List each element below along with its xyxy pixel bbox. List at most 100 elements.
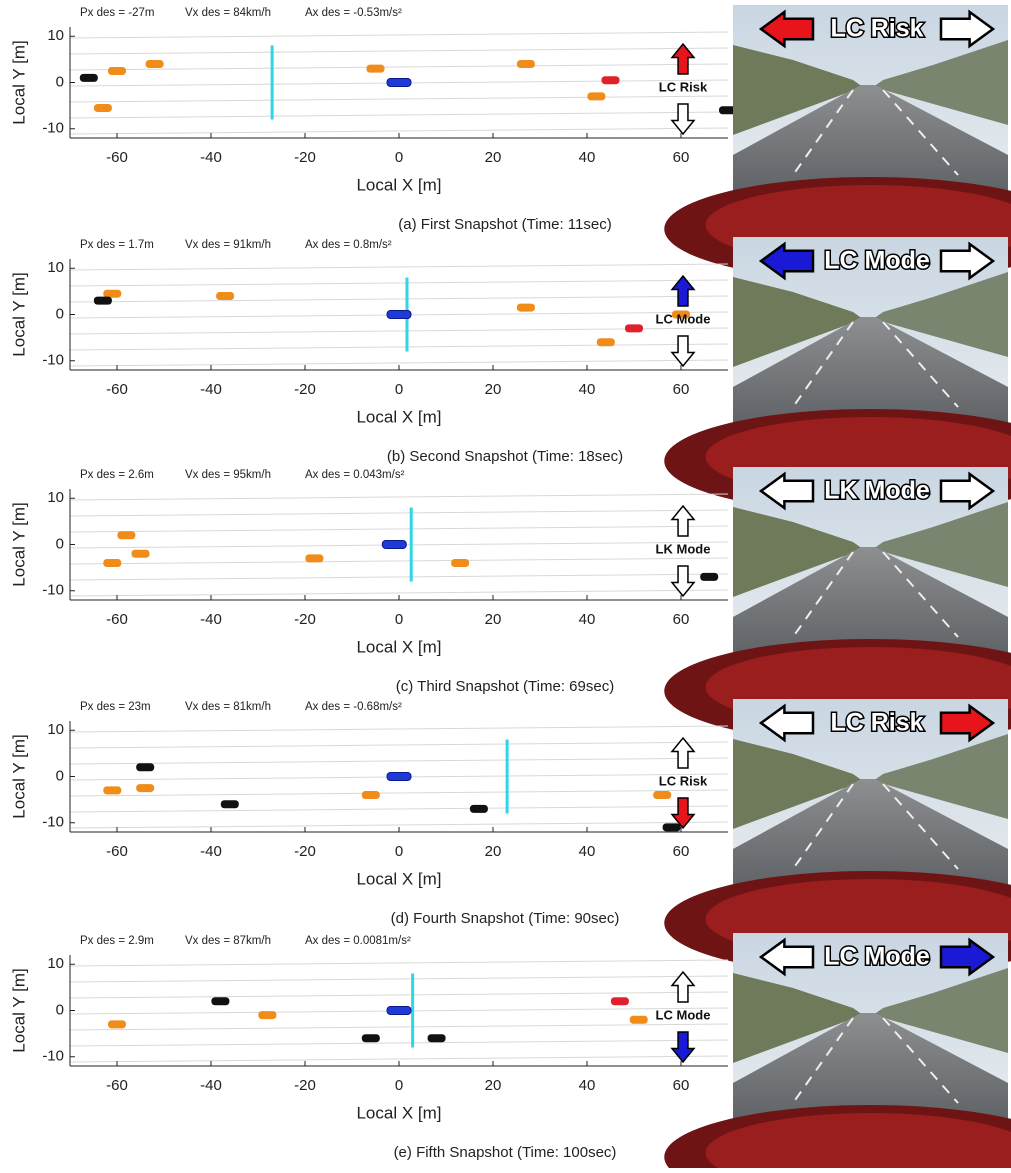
y-tick-label: 0 [56, 305, 64, 322]
x-tick-label: -40 [200, 381, 222, 398]
vehicle [362, 791, 380, 799]
camera-view: LC Mode [664, 933, 1011, 1168]
lane-line [70, 64, 728, 70]
lane-line [70, 48, 728, 54]
lane-line [70, 1040, 728, 1046]
x-tick-label: 0 [395, 149, 403, 166]
caption: (d) Fourth Snapshot (Time: 90sec) [391, 910, 620, 927]
y-axis-label: Local Y [m] [9, 272, 28, 356]
x-tick-label: 20 [485, 611, 502, 628]
caption: (a) First Snapshot (Time: 11sec) [398, 216, 611, 233]
x-tick-label: 0 [395, 381, 403, 398]
x-tick-label: -60 [106, 149, 128, 166]
x-tick-label: -20 [294, 843, 316, 860]
mode-label: LC Mode [656, 1007, 711, 1022]
vehicle [136, 784, 154, 792]
lane-line [70, 806, 728, 812]
lane-line [70, 992, 728, 998]
y-tick-label: -10 [42, 582, 64, 599]
vehicle [517, 60, 535, 68]
y-tick-label: -10 [42, 814, 64, 831]
annotation: Ax des = -0.68m/s² [305, 701, 402, 713]
annotation: Ax des = 0.8m/s² [305, 239, 392, 251]
lane-line [70, 494, 728, 500]
lane-line [70, 960, 728, 966]
vehicle [108, 67, 126, 75]
right-arrow [672, 104, 694, 134]
annotation: Px des = 1.7m [80, 239, 154, 251]
mode-label: LC Risk [659, 79, 708, 94]
annotation: Px des = 2.9m [80, 935, 154, 947]
vehicle [117, 531, 135, 539]
right-arrow [672, 566, 694, 596]
lane-line [70, 1024, 728, 1030]
x-tick-label: 0 [395, 611, 403, 628]
lane-line [70, 264, 728, 270]
lane-line [70, 280, 728, 286]
vehicle [216, 292, 234, 300]
y-tick-label: -10 [42, 1048, 64, 1065]
annotation: Vx des = 91km/h [185, 239, 271, 251]
vehicle [103, 786, 121, 794]
caption: (c) Third Snapshot (Time: 69sec) [396, 678, 614, 695]
y-tick-label: 10 [47, 489, 64, 506]
lane-line [70, 32, 728, 38]
mode-label: LC Mode [656, 311, 711, 326]
y-tick-label: 10 [47, 27, 64, 44]
y-tick-label: 0 [56, 73, 64, 90]
y-tick-label: 10 [47, 721, 64, 738]
x-tick-label: -60 [106, 843, 128, 860]
vehicle [103, 290, 121, 298]
vehicle [470, 805, 488, 813]
x-tick-label: 20 [485, 149, 502, 166]
vehicle [146, 60, 164, 68]
vehicle [108, 1020, 126, 1028]
camera-label: LC Risk [830, 709, 923, 737]
vehicle [94, 104, 112, 112]
lane-line [70, 344, 728, 350]
vehicle [517, 304, 535, 312]
x-tick-label: 60 [673, 1077, 690, 1094]
vehicle [387, 1007, 411, 1015]
camera-label: LK Mode [824, 477, 930, 505]
camera-label: LC Mode [824, 247, 930, 275]
annotation: Vx des = 95km/h [185, 469, 271, 481]
vehicle [103, 559, 121, 567]
annotation: Px des = 23m [80, 701, 151, 713]
right-arrow [672, 1032, 694, 1062]
vehicle [94, 297, 112, 305]
x-tick-label: 60 [673, 381, 690, 398]
x-tick-label: -40 [200, 149, 222, 166]
annotation: Ax des = -0.53m/s² [305, 7, 402, 19]
vehicle [258, 1011, 276, 1019]
lane-line [70, 790, 728, 796]
x-tick-label: 60 [673, 149, 690, 166]
vehicle [80, 74, 98, 82]
vehicle [451, 559, 469, 567]
vehicle [221, 800, 239, 808]
lane-line [70, 296, 728, 302]
lane-line [70, 742, 728, 748]
lane-line [70, 726, 728, 732]
x-tick-label: -60 [106, 611, 128, 628]
x-tick-label: -60 [106, 1077, 128, 1094]
vehicle [387, 311, 411, 319]
vehicle [630, 1016, 648, 1024]
lane-line [70, 510, 728, 516]
x-tick-label: 20 [485, 843, 502, 860]
annotation: Vx des = 84km/h [185, 7, 271, 19]
vehicle [587, 92, 605, 100]
y-tick-label: 0 [56, 535, 64, 552]
lane-line [70, 976, 728, 982]
vehicle [597, 338, 615, 346]
x-tick-label: 40 [579, 1077, 596, 1094]
x-tick-label: 40 [579, 149, 596, 166]
caption: (e) Fifth Snapshot (Time: 100sec) [394, 1144, 617, 1161]
vehicle [367, 65, 385, 73]
vehicle [428, 1034, 446, 1042]
x-tick-label: -20 [294, 1077, 316, 1094]
vehicle [305, 554, 323, 562]
y-axis-label: Local Y [m] [9, 502, 28, 586]
x-tick-label: 60 [673, 611, 690, 628]
right-arrow [672, 336, 694, 366]
